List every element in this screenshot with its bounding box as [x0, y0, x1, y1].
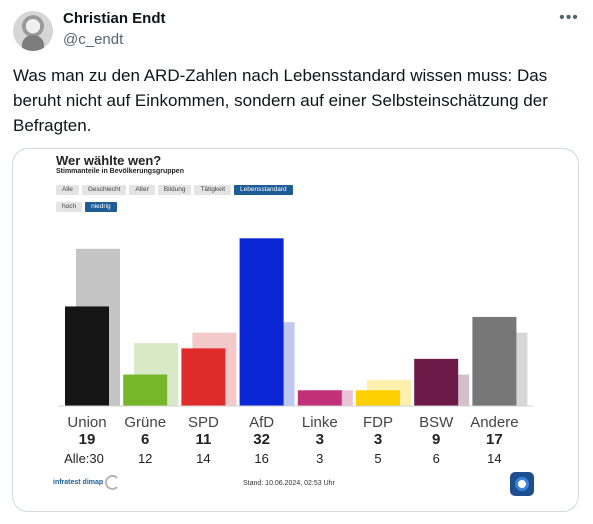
category-label: FDP [363, 414, 393, 431]
bar-chart: Union19Alle:30Grüne612SPD1114AfD3216Link… [58, 238, 533, 466]
bar-niedrig [414, 358, 459, 406]
category-label: Linke [302, 414, 338, 431]
bar-niedrig [181, 348, 226, 406]
alle-value-label: 14 [487, 451, 501, 466]
filter-tab-taetigkeit[interactable]: Tätigkeit [194, 185, 232, 195]
bar-niedrig [356, 390, 400, 406]
value-label: 32 [253, 431, 270, 448]
value-label: 17 [486, 431, 503, 448]
category-label: SPD [188, 414, 219, 431]
bar-niedrig [472, 316, 517, 406]
alle-value-label: 3 [316, 451, 323, 466]
stand-timestamp: Stand: 10.06.2024, 02:53 Uhr [243, 480, 335, 487]
alle-value-label: 5 [374, 451, 381, 466]
alle-value-label: 14 [196, 451, 210, 466]
alle-value-label: 12 [138, 451, 152, 466]
value-label: 19 [79, 431, 96, 448]
filter-tab-lebensstandard[interactable]: Lebensstandard [234, 185, 293, 195]
ard-logo-icon [510, 472, 534, 496]
tweet-text: Was man zu den ARD-Zahlen nach Lebenssta… [13, 66, 548, 135]
category-label: Andere [470, 414, 518, 431]
author-handle[interactable]: @c_endt [63, 31, 124, 48]
chart-title: Wer wählte wen? [56, 153, 162, 168]
author-name[interactable]: Christian Endt [63, 10, 166, 27]
value-label: 11 [195, 431, 211, 448]
filter-tab-bildung[interactable]: Bildung [157, 185, 192, 195]
chart-subtitle: Stimmanteile in Bevölkerungsgruppen [56, 168, 184, 175]
value-label: 3 [316, 431, 324, 448]
category-label: BSW [419, 414, 454, 431]
filter-tab-geschlecht[interactable]: Geschlecht [81, 185, 127, 195]
avatar[interactable] [13, 11, 53, 51]
subfilter-tab-hoch[interactable]: hoch [56, 202, 83, 212]
value-label: 3 [374, 431, 382, 448]
infratest-swirl-icon [105, 475, 120, 490]
subfilter-tabs: hoch niedrig [56, 202, 117, 212]
category-label: AfD [249, 414, 274, 431]
alle-value-label: 6 [433, 451, 440, 466]
value-label: 6 [141, 431, 149, 448]
value-label: 9 [432, 431, 440, 448]
bar-niedrig [239, 238, 284, 406]
bar-niedrig [65, 306, 109, 406]
alle-value-label: 16 [254, 451, 268, 466]
more-horizontal-icon[interactable]: ••• [559, 9, 579, 26]
alle-value-label: Alle:30 [64, 451, 104, 466]
subfilter-tab-niedrig[interactable]: niedrig [85, 202, 117, 212]
infratest-logo: infratest dimap [53, 479, 104, 486]
bar-niedrig [297, 390, 342, 406]
category-label: Grüne [124, 414, 166, 431]
filter-tab-alter[interactable]: Alter [129, 185, 155, 195]
filter-tabs: Alle Geschlecht Alter Bildung Tätigkeit … [56, 185, 293, 195]
bar-niedrig [123, 374, 168, 406]
filter-tab-alle[interactable]: Alle [56, 185, 79, 195]
category-label: Union [67, 414, 106, 431]
tweet-media-image[interactable]: Wer wählte wen? Stimmanteile in Bevölker… [12, 148, 579, 512]
